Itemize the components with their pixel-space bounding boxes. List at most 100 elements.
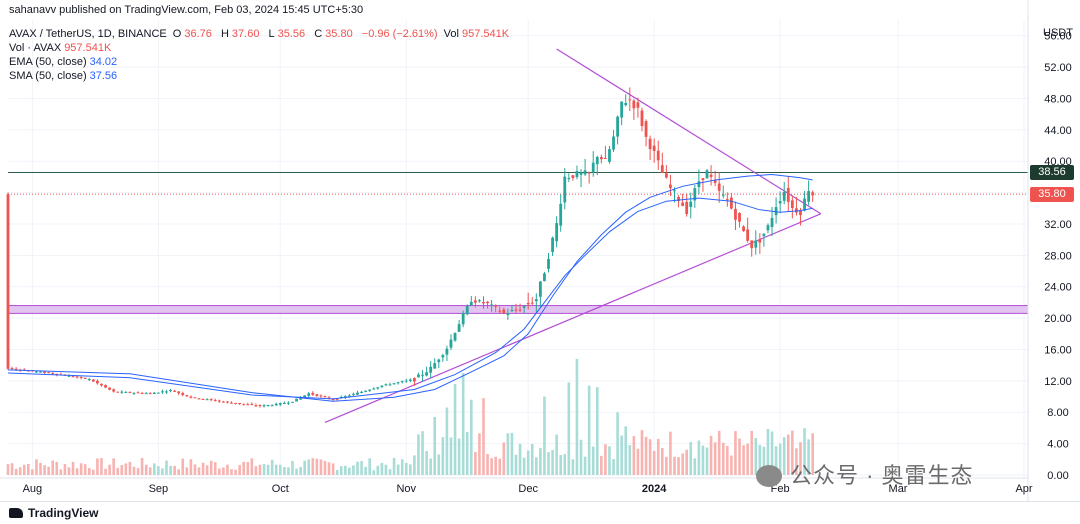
candle-body: [347, 395, 351, 397]
candle-body: [526, 302, 530, 305]
candle-body: [368, 389, 372, 391]
volume-bar: [287, 467, 290, 475]
candle-body: [226, 401, 229, 403]
volume-bar: [364, 466, 367, 475]
candle-body: [234, 402, 237, 404]
volume-bar: [811, 433, 814, 475]
candle-body: [55, 373, 59, 375]
volume-bar: [730, 455, 733, 475]
time-tick-label: Dec: [518, 483, 538, 495]
candle-body: [640, 110, 644, 126]
volume-bar: [478, 433, 481, 475]
volume-bar: [441, 437, 445, 475]
candle-body: [307, 393, 311, 396]
volume-bar: [177, 469, 180, 475]
volume-bar: [600, 455, 603, 475]
price-tick-label: 52.00: [1044, 62, 1072, 74]
candle-body: [709, 174, 713, 177]
volume-bar: [238, 465, 241, 475]
candle-body: [156, 392, 160, 394]
candle-body: [453, 333, 457, 341]
ema-indicator-legend[interactable]: EMA (50, close) 34.02: [9, 56, 118, 68]
candle-body: [648, 138, 652, 150]
support-zone: [7, 305, 1029, 314]
candle-body: [782, 191, 786, 201]
candle-body: [71, 376, 75, 378]
candle-body: [624, 103, 628, 106]
volume-bar: [299, 466, 302, 475]
candle-body: [43, 371, 46, 373]
candle-body: [498, 310, 502, 312]
candle-body: [396, 382, 400, 384]
tradingview-logo[interactable]: TradingView: [9, 506, 98, 520]
candle-body: [6, 194, 10, 369]
price-tick-label: 0.00: [1047, 470, 1068, 482]
volume-bar: [161, 468, 164, 475]
upper-trendline: [556, 48, 822, 215]
volume-bar: [218, 468, 221, 475]
volume-bar: [376, 465, 380, 475]
candle-body: [506, 313, 510, 315]
candle-body: [701, 178, 705, 181]
volume-bar: [750, 430, 754, 475]
volume-bar: [709, 435, 713, 475]
candle-body: [335, 399, 339, 401]
candle-body: [343, 396, 347, 398]
volume-bar: [754, 438, 758, 475]
candle-body: [681, 202, 685, 206]
candle-body: [514, 309, 518, 311]
volume-bar: [51, 460, 55, 475]
candle-body: [360, 391, 363, 394]
volume-bar: [173, 465, 176, 475]
volume-bar: [319, 459, 323, 475]
candle-body: [116, 391, 120, 393]
volume-bar: [469, 399, 473, 475]
volume-bar: [10, 463, 14, 475]
sma-indicator-legend[interactable]: SMA (50, close) 37.56: [9, 70, 118, 82]
candle-body: [673, 190, 676, 192]
candle-body: [530, 302, 534, 304]
volume-bar: [18, 467, 22, 475]
volume-bar: [213, 462, 217, 475]
volume-indicator-legend[interactable]: Vol · AVAX 957.541K: [9, 42, 112, 54]
volume-bar: [266, 464, 270, 475]
volume-bar: [786, 434, 790, 475]
candle-body: [734, 208, 737, 220]
candle-body: [356, 392, 359, 395]
close-value: C 35.80: [314, 28, 353, 40]
volume-bar: [604, 444, 607, 475]
candle-body: [628, 99, 632, 101]
candle-body: [693, 188, 697, 201]
symbol-name[interactable]: AVAX / TetherUS, 1D, BINANCE: [9, 28, 167, 40]
volume-bar: [689, 442, 693, 475]
candle-body: [104, 385, 107, 388]
price-tick-label: 32.00: [1044, 219, 1072, 231]
volume-bar: [652, 450, 656, 475]
candle-body: [193, 397, 197, 399]
candle-body: [656, 150, 660, 161]
volume-bar: [465, 432, 469, 475]
volume-bar: [612, 459, 615, 475]
candle-body: [433, 363, 437, 369]
candle-body: [608, 149, 611, 162]
candlesticks: [6, 87, 815, 408]
volume-bar: [409, 464, 412, 475]
candle-body: [413, 378, 416, 382]
volume-bar: [461, 373, 465, 475]
candle-body: [738, 213, 741, 222]
volume-bar: [400, 459, 404, 475]
time-tick-label: 2024: [642, 483, 667, 495]
candle-body: [197, 398, 201, 400]
volume-bar: [262, 464, 266, 475]
candle-body: [750, 240, 754, 249]
volume-bar: [766, 428, 770, 475]
volume-bar: [140, 457, 144, 475]
volume-bar: [165, 460, 168, 475]
volume-bar: [112, 458, 115, 475]
candle-body: [189, 396, 193, 398]
candle-body: [762, 233, 766, 237]
candle-body: [230, 402, 233, 404]
candle-body: [689, 201, 693, 208]
candle-body: [79, 376, 83, 378]
